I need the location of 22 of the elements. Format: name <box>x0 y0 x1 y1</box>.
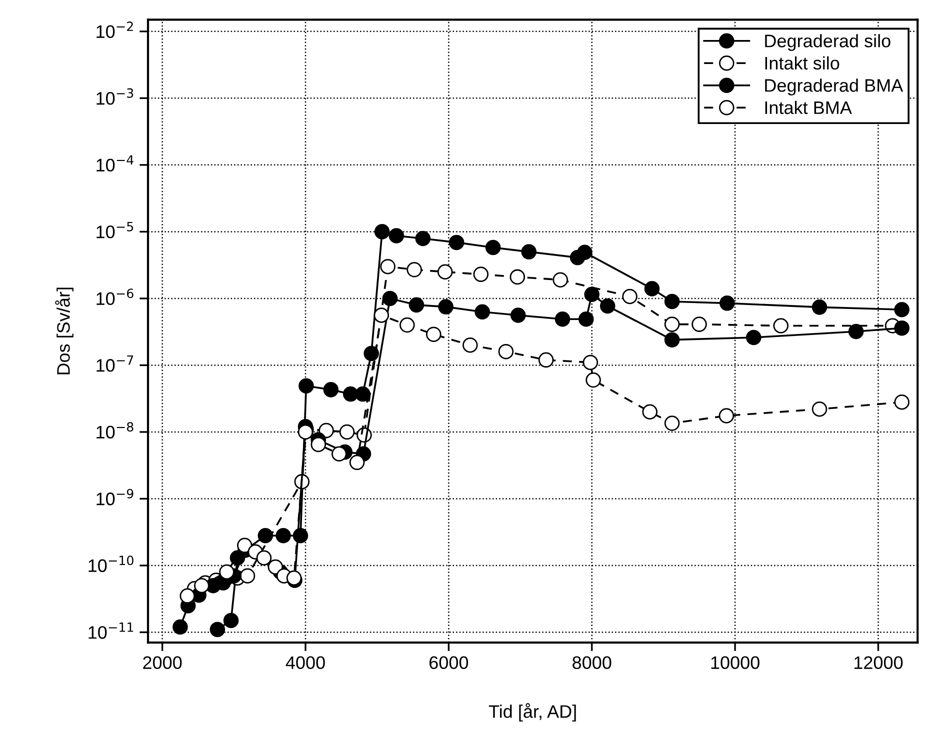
x-tick-label: 6000 <box>430 656 468 670</box>
y-tick-label: 10$^{−9}$ <box>96 488 134 506</box>
x-axis-title: Tid [år, AD] <box>488 703 576 722</box>
x-tick-label: 12000 <box>854 656 903 670</box>
x-tick-label: 4000 <box>286 656 325 670</box>
x-tick-label: 2000 <box>143 656 182 670</box>
x-tick-label: 10000 <box>711 656 760 670</box>
y-tick-label: 10$^{−4}$ <box>96 155 134 172</box>
y-tick-label: 10$^{−8}$ <box>96 422 134 439</box>
y-tick-label: 10$^{−11}$ <box>88 622 134 639</box>
y-tick-label: 10$^{−3}$ <box>96 88 134 105</box>
y-tick-label: 10$^{−7}$ <box>96 356 134 372</box>
y-tick-label: 10$^{−6}$ <box>96 288 134 306</box>
y-axis-title: Dos [Sv/år] <box>55 288 74 374</box>
y-tick-label: 10$^{−10}$ <box>88 556 134 572</box>
legend-label: Intakt silo <box>765 56 840 70</box>
x-tick-label: 8000 <box>572 656 612 670</box>
y-tick-label: 10$^{−5}$ <box>96 222 134 238</box>
legend-label: Degraderad silo <box>765 34 890 51</box>
y-tick-label: 10$^{−2}$ <box>96 22 133 38</box>
legend-label: Degraderad BMA <box>765 78 904 96</box>
legend-label: Intakt BMA <box>765 100 852 114</box>
